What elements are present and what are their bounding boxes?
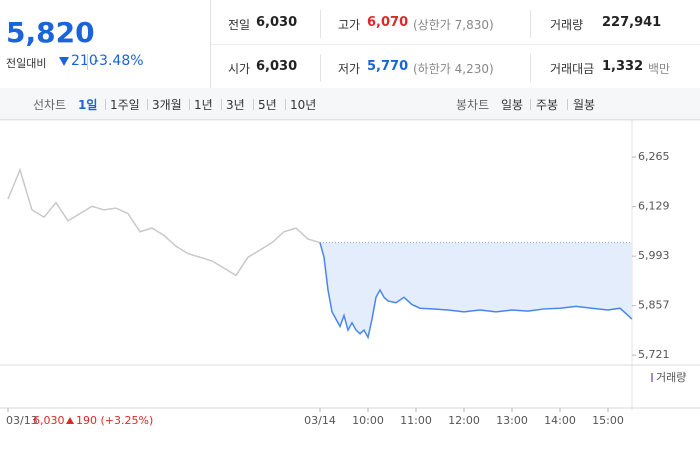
divider [87, 54, 88, 70]
y-tick-label: 6,129 [638, 200, 670, 213]
x-tick-label: 10:00 [352, 414, 384, 427]
stat-label: 고가 [338, 18, 361, 32]
stat-value: 6,070 [367, 15, 409, 30]
tab[interactable]: 3개월 [152, 98, 182, 112]
divider [211, 44, 700, 45]
line [319, 242, 633, 340]
x-tick-label: 15:00 [592, 414, 624, 427]
change-label: 전일대비 [6, 57, 47, 70]
tab[interactable]: 5년 [258, 98, 277, 112]
y-tick-label: 6,265 [638, 150, 670, 163]
tab-group-label: 봉차트 [456, 98, 490, 112]
tab[interactable]: 3년 [226, 98, 245, 112]
stat-note: (상한가 7,830) [413, 18, 494, 32]
tab[interactable]: 10년 [290, 98, 317, 112]
tab-divider [253, 99, 254, 110]
stat-value: 227,941 [602, 15, 662, 30]
change-pct: -3.48% [94, 53, 144, 69]
y-tick-label: 5,993 [638, 249, 670, 262]
tab[interactable]: 1주일 [110, 98, 140, 112]
stat-value: 5,770 [367, 59, 409, 74]
line [7, 167, 321, 277]
divider [530, 54, 531, 82]
stat-label: 저가 [338, 62, 361, 76]
y-tick-label: 5,857 [638, 299, 670, 312]
tab-divider [567, 99, 568, 110]
tab-divider [221, 99, 222, 110]
x-tick-label: 14:00 [544, 414, 576, 427]
divider [210, 0, 211, 88]
divider [320, 54, 321, 82]
legend-swatch [651, 373, 653, 382]
down-arrow [59, 57, 69, 66]
stat-label: 시가 [228, 62, 251, 76]
tab[interactable]: 1일 [78, 98, 98, 112]
tab-bar: 선차트 1일 1주일 3개월 1년 3년 5년 10년 봉차트 일봉 주봉 월봉 [0, 88, 700, 120]
y-tick-label: 5,721 [638, 348, 670, 361]
x-tick-label: 12:00 [448, 414, 480, 427]
x-tick-label: 11:00 [400, 414, 432, 427]
volume-label: 거래량 [656, 371, 686, 384]
stat-note: 백만 [648, 62, 671, 76]
x-tick-label: 03/13 [6, 414, 38, 427]
stat-label: 전일 [228, 18, 251, 32]
stat-value: 6,030 [256, 59, 298, 74]
header: 5,820 전일대비 210 -3.48% 전일 6,030 고가 6,070 (상한가… [0, 0, 700, 89]
divider [530, 10, 531, 38]
change: 210 [71, 53, 98, 69]
prev-price: 6,030 [33, 414, 65, 427]
x-tick-label: 13:00 [496, 414, 528, 427]
stat-value: 1,332 [602, 59, 644, 74]
area [320, 242, 632, 338]
divider [320, 10, 321, 38]
tab-divider [189, 99, 190, 110]
x-tick-label: 03/14 [304, 414, 336, 427]
tab-divider [285, 99, 286, 110]
tab-group-label: 선차트 [33, 98, 67, 112]
stat-value: 6,030 [256, 15, 298, 30]
tab[interactable]: 주봉 [536, 98, 559, 112]
stat-note: (하한가 4,230) [413, 62, 494, 76]
tab-divider [530, 99, 531, 110]
price: 5,820 [6, 16, 95, 49]
tab[interactable]: 1년 [194, 98, 213, 112]
prev-change: 190 (+3.25%) [76, 414, 153, 427]
chart: 6,265 6,129 5,993 5,857 5,721 03/13 03/14 10:00… [0, 120, 700, 427]
stat-label: 거래대금 [550, 62, 595, 76]
tab-divider [105, 99, 106, 110]
tab[interactable]: 일봉 [501, 98, 524, 112]
up-arrow [66, 417, 74, 424]
stat-label: 거래량 [550, 18, 584, 32]
tab-divider [147, 99, 148, 110]
tab[interactable]: 월봉 [573, 98, 596, 112]
